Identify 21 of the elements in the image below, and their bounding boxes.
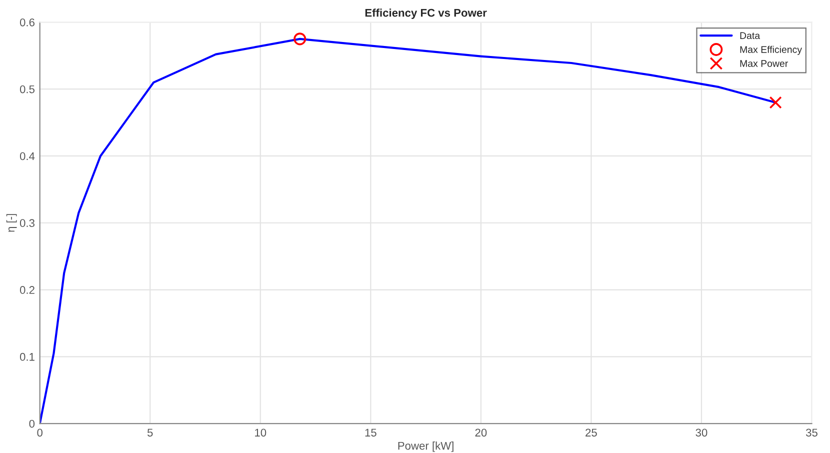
x-axis-title: Power [kW]	[398, 442, 454, 452]
y-tick-label: 0	[29, 420, 35, 428]
y-tick-label: 0.3	[20, 219, 34, 228]
x-tick-label: 35	[806, 428, 818, 437]
x-tick-label: 15	[365, 428, 376, 437]
x-tick-label: 25	[586, 428, 597, 437]
x-tick-label: 0	[37, 428, 42, 437]
x-tick-label: 10	[255, 428, 266, 437]
y-tick-label: 0.6	[20, 18, 34, 26]
y-tick-label: 0.2	[20, 286, 34, 294]
legend-label: Max Efficiency	[740, 46, 802, 55]
legend-label: Max Power	[740, 60, 788, 67]
chart-title: Efficiency FC vs Power	[365, 8, 487, 19]
x-tick-label: 20	[475, 428, 487, 437]
x-tick-label: 30	[696, 428, 708, 437]
y-tick-label: 0.1	[20, 352, 34, 361]
legend-label: Data	[740, 32, 760, 40]
y-axis-title: η [-]	[6, 214, 17, 232]
y-tick-label: 0.5	[20, 85, 35, 94]
y-tick-label: 0.4	[20, 152, 35, 160]
x-tick-label: 5	[147, 428, 153, 437]
